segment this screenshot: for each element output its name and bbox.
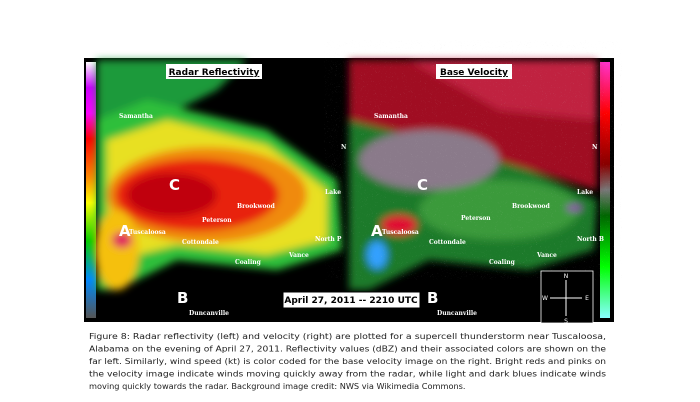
reflectivity-scale [86, 62, 96, 318]
timestamp-box [282, 291, 421, 309]
place-label: Duncanville [437, 310, 477, 317]
place-label: Cottondale [429, 239, 466, 246]
place-label: Peterson [461, 215, 491, 222]
caption-line: Alabama on the evening of April 27, 2011… [89, 344, 606, 354]
place-label: Peterson [202, 217, 232, 224]
caption-line: Figure 8: Radar reflectivity (left) and … [89, 331, 606, 341]
compass: N W E S [540, 270, 594, 325]
place-label: Cottondale [182, 239, 219, 246]
panel-title-box [166, 64, 262, 79]
map-marker-letter: A [119, 222, 131, 240]
map-marker-letter: C [417, 176, 428, 194]
place-label: Lake [577, 189, 593, 196]
place-label: Duncanville [189, 310, 229, 317]
compass-e: E [585, 295, 589, 302]
caption-line: far left. Similarly, wind speed (kt) is … [89, 356, 606, 366]
place-label: Tuscaloosa [129, 229, 166, 236]
place-label: North B [577, 236, 604, 243]
place-label: N [592, 144, 598, 151]
caption-line: moving quickly towards the radar. Backgr… [89, 381, 466, 391]
place-label: North P [315, 236, 342, 243]
compass-s: S [564, 318, 568, 325]
map-marker-letter: B [177, 289, 188, 307]
panel-title: Radar Reflectivity [169, 68, 260, 78]
place-label: Samantha [119, 113, 153, 120]
panel-title: Base Velocity [440, 68, 508, 78]
place-label: Coaling [489, 259, 516, 266]
map-marker-letter: C [169, 176, 180, 194]
place-label: Coaling [235, 259, 262, 266]
map-marker-letter: B [427, 289, 438, 307]
velocity-scale [600, 62, 610, 318]
compass-w: W [542, 295, 548, 302]
reflectivity-panel: Radar Reflectivity Samantha C Brookwood Pete… [95, 60, 347, 322]
place-label: Tuscaloosa [382, 229, 419, 236]
velocity-panel: Base Velocity Samantha C Brookwood Peterson A… [349, 60, 604, 322]
caption-line: the velocity image indicate winds moving… [89, 369, 606, 379]
compass-n: N [564, 273, 569, 280]
place-label: Vance [288, 252, 309, 259]
place-label: Vance [536, 252, 557, 259]
place-label: Brookwood [237, 203, 276, 210]
caption: Figure 8: Radar reflectivity (left) and … [89, 331, 606, 391]
place-label: Samantha [374, 113, 408, 120]
panel-title-box [436, 64, 512, 79]
place-label: Brookwood [512, 203, 551, 210]
timestamp: April 27, 2011 -- 2210 UTC [284, 296, 418, 306]
map-marker-letter: A [371, 222, 383, 240]
place-label: N [341, 144, 347, 151]
place-label: Lake [325, 189, 341, 196]
